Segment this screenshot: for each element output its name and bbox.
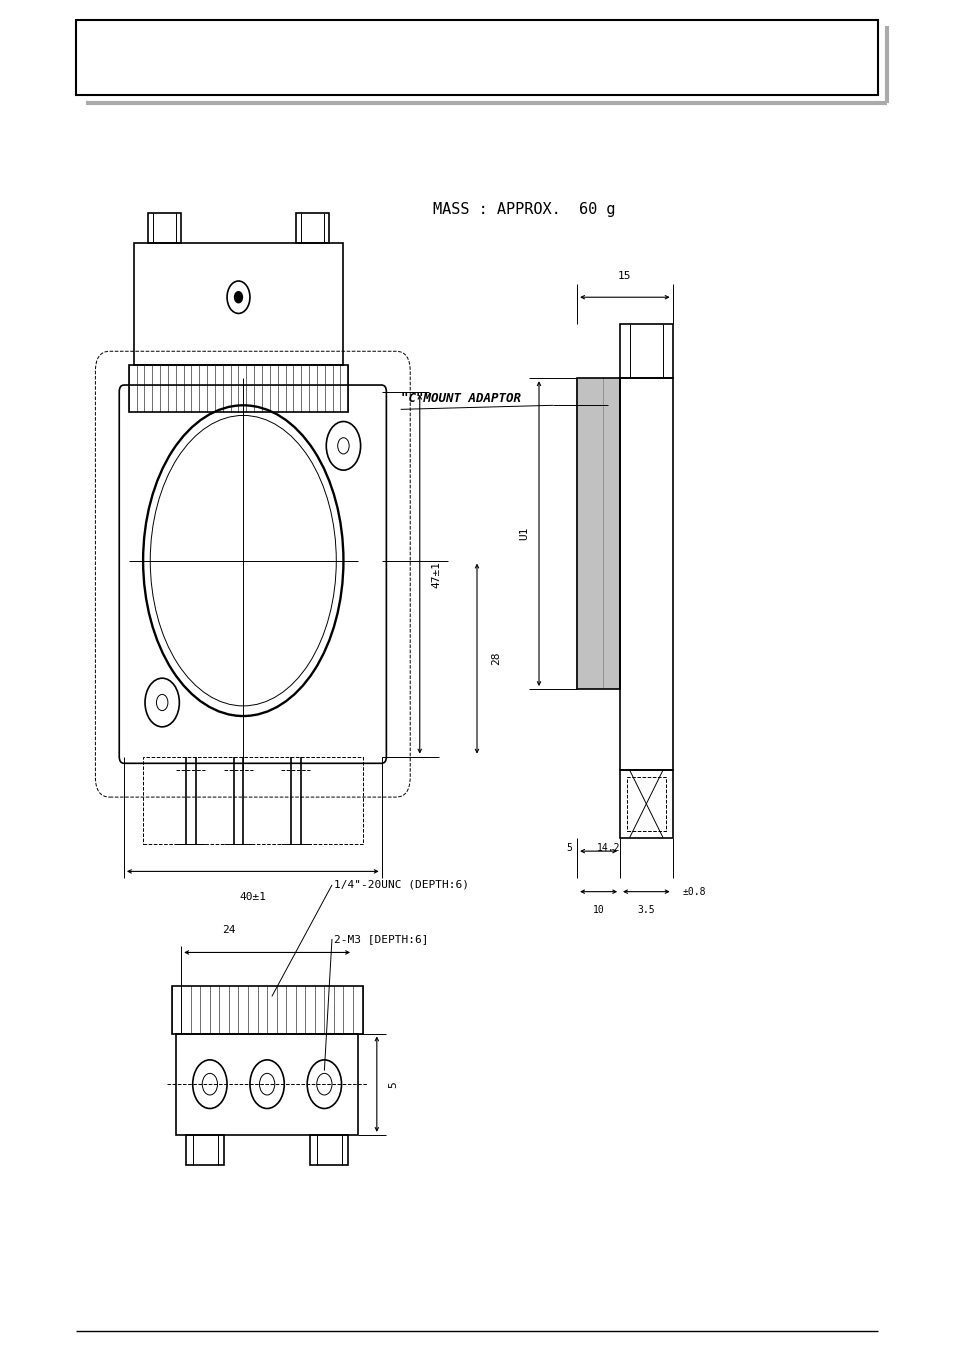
Bar: [186, 1135, 224, 1165]
Text: 24: 24: [222, 925, 235, 935]
Circle shape: [234, 292, 242, 303]
Bar: [148, 213, 181, 243]
Bar: [176, 1034, 357, 1135]
Bar: [172, 986, 362, 1034]
Bar: [129, 365, 348, 412]
Text: 2-M3 [DEPTH:6]: 2-M3 [DEPTH:6]: [334, 934, 428, 944]
Text: 15: 15: [618, 272, 631, 281]
Bar: [619, 770, 672, 838]
Text: MASS : APPROX.  60 g: MASS : APPROX. 60 g: [433, 201, 616, 218]
Bar: [133, 243, 343, 365]
Text: U1: U1: [519, 527, 529, 540]
Bar: [619, 324, 672, 378]
Text: 1/4"-20UNC (DEPTH:6): 1/4"-20UNC (DEPTH:6): [334, 880, 469, 890]
Text: 14.2: 14.2: [596, 843, 619, 854]
Bar: [310, 1135, 348, 1165]
Text: 47±1: 47±1: [431, 561, 440, 588]
Bar: [577, 378, 619, 689]
Text: 3.5: 3.5: [637, 905, 655, 915]
Text: 28: 28: [491, 653, 500, 665]
Text: 5: 5: [566, 843, 572, 854]
Text: 10: 10: [592, 905, 604, 915]
Text: 5: 5: [388, 1081, 397, 1088]
Text: "C"MOUNT ADAPTOR: "C"MOUNT ADAPTOR: [400, 392, 520, 405]
Bar: [143, 757, 362, 844]
Bar: [626, 777, 665, 831]
Bar: [619, 378, 672, 770]
Bar: [76, 20, 877, 95]
Text: 40±1: 40±1: [239, 892, 266, 901]
Text: ±0.8: ±0.8: [681, 886, 705, 897]
Bar: [295, 213, 329, 243]
